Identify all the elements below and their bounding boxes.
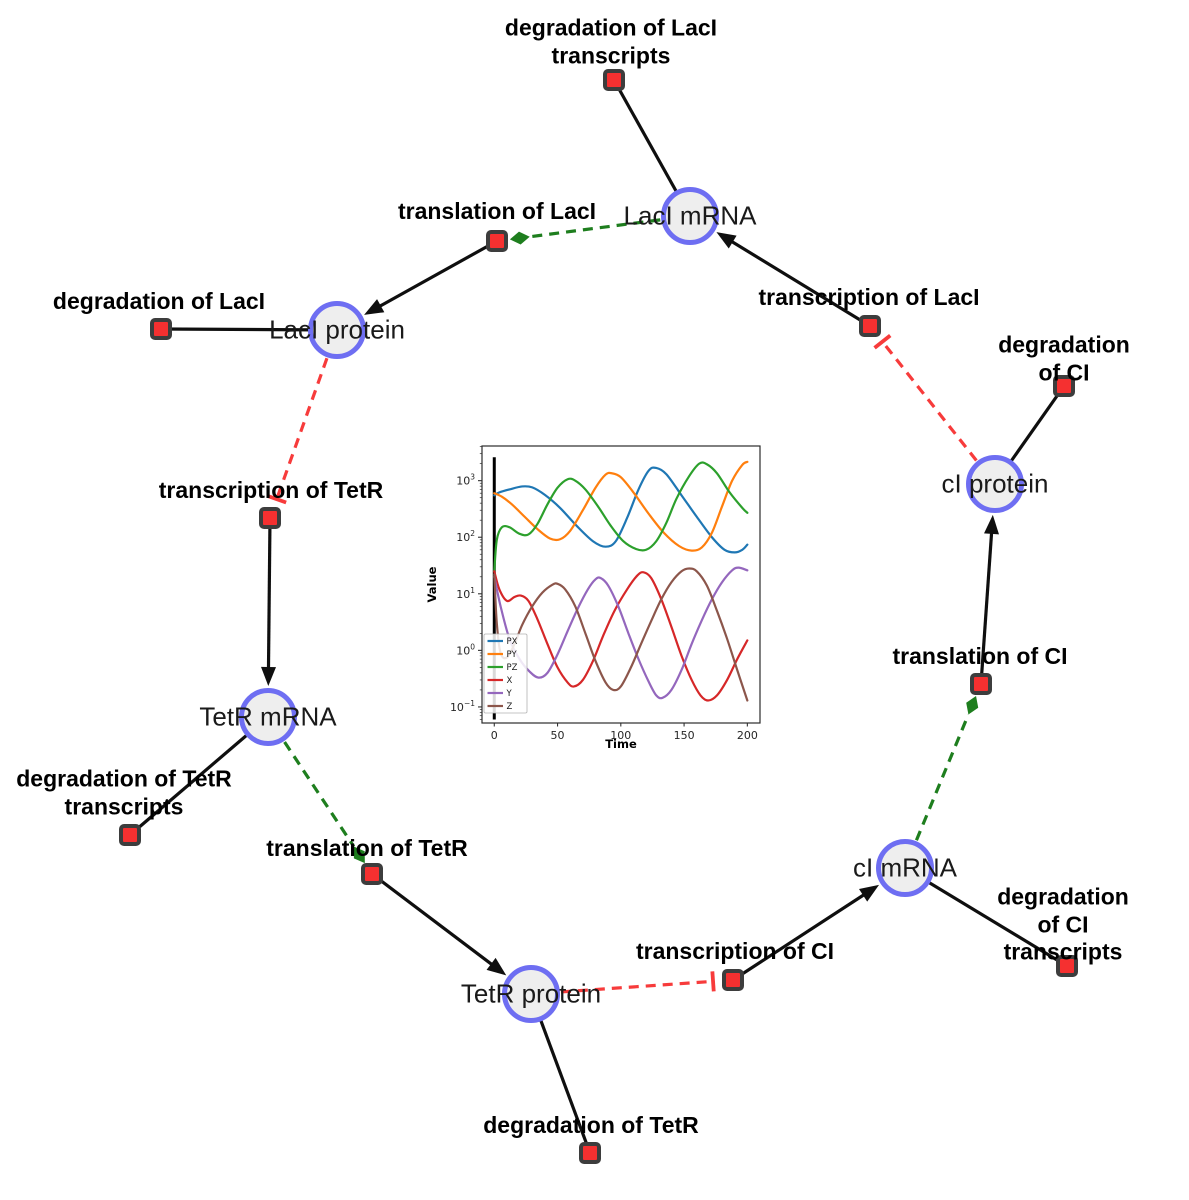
legend-label-Y: Y xyxy=(506,689,513,699)
reaction-node-deg-ci-transcripts xyxy=(1056,955,1078,977)
inset-chart: 0 50 100 150 200 10−1 100 101 102 103 PX PY PZ X Y Z Tim… xyxy=(425,440,770,762)
x-tick-label: 150 xyxy=(674,729,695,742)
edge-laci-protein-transcription-tetr xyxy=(266,357,329,505)
species-label-ci-protein: cI protein xyxy=(941,468,1049,499)
reaction-label-transcription-tetr: transcription of TetR xyxy=(158,477,384,504)
chart-x-axis-label: Time xyxy=(605,737,637,751)
edge-transcription-tetr-tetr-mrna xyxy=(261,517,277,687)
species-label-tetr-protein: TetR protein xyxy=(460,978,602,1009)
legend-label-PX: PX xyxy=(507,637,518,647)
species-label-tetr-mrna: TetR mRNA xyxy=(199,701,337,732)
x-tick-label: 200 xyxy=(737,729,758,742)
edge-transcription-laci-laci-mrna xyxy=(716,232,871,328)
edge-laci-mrna-translation-laci xyxy=(509,218,661,245)
reaction-label-transcription-laci: transcription of LacI xyxy=(758,284,980,311)
reaction-node-deg-ci xyxy=(1053,375,1075,397)
species-node-ci-protein xyxy=(966,455,1024,513)
chart-series-Z xyxy=(493,567,749,702)
x-tick-label: 100 xyxy=(610,729,631,742)
reaction-node-translation-ci xyxy=(970,673,992,695)
edge-ci-protein-transcription-laci xyxy=(873,333,978,462)
reaction-label-transcription-ci: transcription of CI xyxy=(635,938,835,965)
y-tick-label: 101 xyxy=(456,586,475,601)
reaction-label-translation-ci: translation of CI xyxy=(892,643,1068,670)
y-tick-label: 10−1 xyxy=(450,699,475,714)
edge-tetr-mrna-translation-tetr xyxy=(283,741,365,864)
reaction-label-deg-laci-transcripts: degradation of LacI transcripts xyxy=(504,14,718,68)
edge-tetr-mrna-deg-tetr-transcripts xyxy=(128,715,270,837)
chart-y-axis-label: Value xyxy=(425,566,439,602)
reaction-node-transcription-tetr xyxy=(259,507,281,529)
edge-tetr-protein-transcription-ci xyxy=(560,971,716,994)
edge-ci-mrna-translation-ci xyxy=(914,696,979,841)
chart-series-PY xyxy=(493,460,749,552)
species-label-laci-protein: LacI protein xyxy=(269,314,405,345)
chart-series-PZ xyxy=(493,461,749,573)
edge-translation-laci-laci-protein xyxy=(364,239,498,315)
x-tick-label: 50 xyxy=(551,729,565,742)
x-tick-label: 0 xyxy=(491,729,498,742)
chart-series-X xyxy=(493,570,749,702)
reaction-label-translation-tetr: translation of TetR xyxy=(266,835,468,862)
edge-transcription-ci-ci-mrna xyxy=(732,884,880,982)
legend-label-Z: Z xyxy=(507,702,513,712)
legend-label-PZ: PZ xyxy=(507,663,518,673)
species-node-tetr-mrna xyxy=(239,688,297,746)
species-node-tetr-protein xyxy=(502,965,560,1023)
y-tick-label: 103 xyxy=(456,473,475,488)
reaction-node-deg-tetr xyxy=(579,1142,601,1164)
legend-label-X: X xyxy=(507,676,513,686)
chart-series-PX xyxy=(493,466,749,554)
legend-label-PY: PY xyxy=(507,650,518,660)
reaction-label-deg-ci: degradation of CI xyxy=(998,331,1130,385)
reaction-node-deg-laci xyxy=(150,318,172,340)
chart-legend: PX PY PZ XYZ xyxy=(483,633,528,714)
y-tick-label: 100 xyxy=(456,642,475,657)
reaction-node-deg-tetr-transcripts xyxy=(119,824,141,846)
reaction-node-transcription-laci xyxy=(859,315,881,337)
y-tick-label: 102 xyxy=(456,529,475,544)
edge-ci-mrna-deg-ci-transcripts xyxy=(904,866,1068,968)
reaction-node-transcription-ci xyxy=(722,969,744,991)
reaction-label-deg-tetr-transcripts: degradation of TetR transcripts xyxy=(16,765,232,819)
reaction-label-deg-ci-transcripts: degradation of CI transcripts xyxy=(997,883,1129,965)
chart-series-Y xyxy=(493,566,749,700)
species-node-laci-protein xyxy=(308,301,366,359)
plot-border xyxy=(481,445,761,724)
species-node-ci-mrna xyxy=(876,839,934,897)
reaction-node-translation-tetr xyxy=(361,863,383,885)
species-label-ci-mrna: cI mRNA xyxy=(853,852,957,883)
reaction-label-deg-tetr: degradation of TetR xyxy=(483,1112,699,1139)
species-label-laci-mrna: LacI mRNA xyxy=(623,200,757,231)
edge-translation-tetr-tetr-protein xyxy=(371,872,507,976)
inset-chart-svg: 0 50 100 150 200 10−1 100 101 102 103 PX PY PZ XYZ Tim… xyxy=(425,445,761,751)
reaction-node-translation-laci xyxy=(486,230,508,252)
species-node-laci-mrna xyxy=(661,187,719,245)
reaction-label-deg-laci: degradation of LacI xyxy=(52,288,266,315)
reaction-node-deg-laci-transcripts xyxy=(603,69,625,91)
edge-laci-protein-deg-laci xyxy=(160,327,338,332)
reaction-label-translation-laci: translation of LacI xyxy=(397,198,597,225)
edge-translation-ci-ci-protein xyxy=(979,514,999,685)
